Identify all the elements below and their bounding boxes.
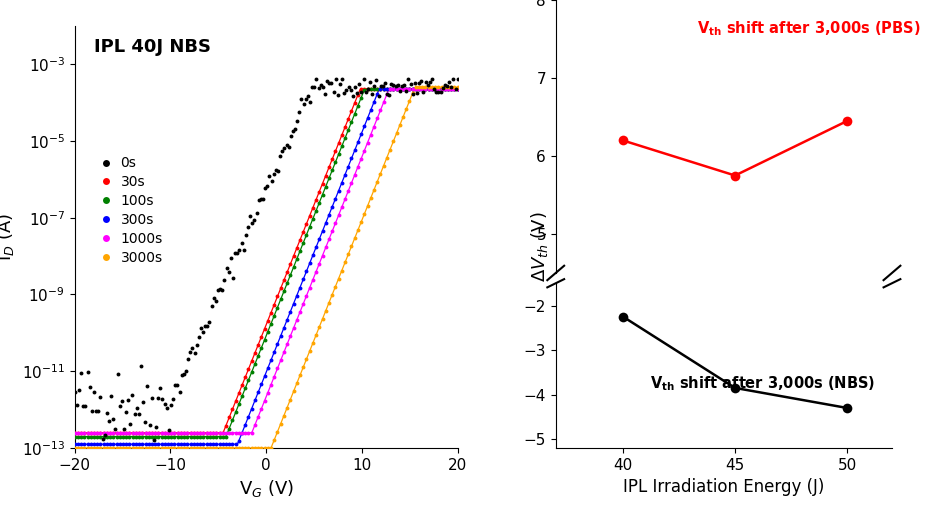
Text: $\mathbf{V_{th}}$ shift after 3,000s (PBS): $\mathbf{V_{th}}$ shift after 3,000s (PB…	[697, 19, 921, 38]
Y-axis label: I$_{D}$ (A): I$_{D}$ (A)	[0, 213, 16, 261]
Text: IPL 40J NBS: IPL 40J NBS	[93, 39, 211, 57]
Legend: 0s, 30s, 100s, 300s, 1000s, 3000s: 0s, 30s, 100s, 300s, 1000s, 3000s	[97, 151, 168, 270]
Text: $\Delta V_{th}$ (V): $\Delta V_{th}$ (V)	[530, 212, 550, 283]
X-axis label: IPL Irradiation Energy (J): IPL Irradiation Energy (J)	[623, 478, 825, 496]
Text: $\mathbf{V_{th}}$ shift after 3,000s (NBS): $\mathbf{V_{th}}$ shift after 3,000s (NB…	[650, 374, 875, 392]
X-axis label: V$_{G}$ (V): V$_{G}$ (V)	[238, 478, 294, 500]
